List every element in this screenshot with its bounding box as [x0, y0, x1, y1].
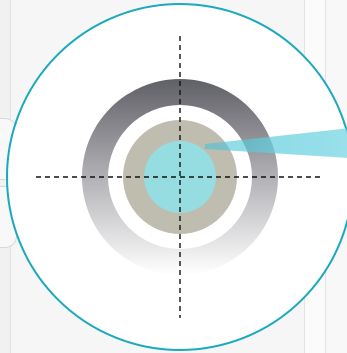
stage [0, 0, 347, 353]
target-diagram [0, 0, 347, 353]
